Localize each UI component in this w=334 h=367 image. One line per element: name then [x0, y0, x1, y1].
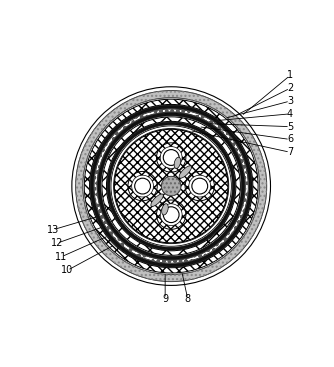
Text: 1: 1 [287, 70, 293, 80]
Circle shape [72, 87, 271, 286]
Text: 11: 11 [55, 252, 67, 262]
Circle shape [128, 171, 157, 201]
Circle shape [163, 150, 179, 166]
Text: 8: 8 [185, 294, 191, 304]
Circle shape [132, 175, 154, 197]
Circle shape [135, 178, 151, 194]
Circle shape [185, 171, 214, 201]
Text: 2: 2 [287, 83, 293, 93]
Text: 13: 13 [47, 225, 59, 235]
Circle shape [114, 129, 228, 243]
Circle shape [163, 207, 179, 222]
Ellipse shape [151, 194, 163, 206]
Text: 3: 3 [287, 96, 293, 106]
Text: 7: 7 [287, 147, 293, 157]
Ellipse shape [179, 166, 191, 178]
Circle shape [157, 143, 186, 172]
Text: 9: 9 [162, 294, 168, 304]
Circle shape [157, 200, 186, 229]
Circle shape [160, 204, 182, 226]
Ellipse shape [162, 204, 168, 215]
Circle shape [160, 146, 182, 168]
Circle shape [189, 175, 211, 197]
Text: 6: 6 [287, 134, 293, 145]
Ellipse shape [174, 157, 181, 168]
Text: 10: 10 [61, 265, 73, 275]
Circle shape [192, 178, 208, 194]
Circle shape [161, 176, 181, 196]
Text: 12: 12 [51, 238, 63, 248]
Text: 5: 5 [287, 121, 293, 132]
Text: 4: 4 [287, 109, 293, 119]
